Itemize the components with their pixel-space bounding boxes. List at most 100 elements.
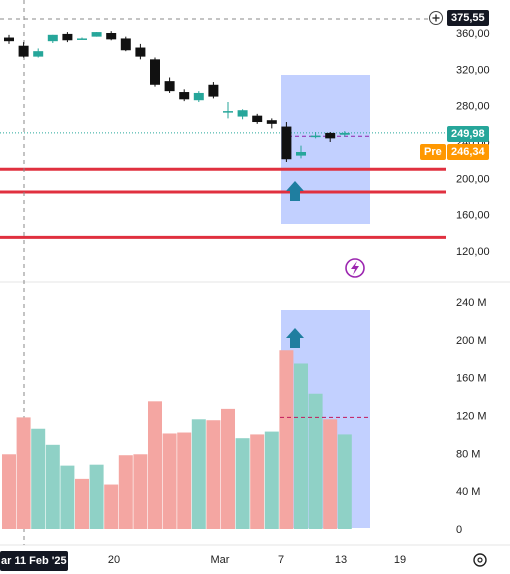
candle (33, 48, 44, 58)
candle (223, 102, 233, 119)
volume-bar (206, 420, 221, 529)
time-axis-tick-label: 20 (108, 554, 120, 566)
price-axis-tick-label: 120,00 (456, 246, 490, 258)
candle-body (208, 84, 219, 97)
candle-body (281, 126, 292, 160)
candle (281, 122, 292, 162)
candle-body (296, 151, 306, 156)
lightning-bolt (351, 261, 359, 275)
volume-bar (133, 454, 148, 529)
candle-body (310, 135, 321, 138)
lightning-bolt-icon[interactable] (345, 258, 365, 278)
volume-bar (294, 363, 308, 529)
price-pane-background[interactable] (0, 0, 446, 282)
volume-up-arrow-icon[interactable] (286, 328, 304, 348)
volume-axis-tick-label: 40 M (456, 486, 480, 498)
candle (266, 118, 277, 129)
premarket-label: Pre (424, 146, 442, 158)
volume-axis-tick-label: 80 M (456, 448, 480, 460)
last-price-value: 249,98 (451, 128, 485, 140)
premarket-price-value: 246,34 (451, 146, 485, 158)
volume-bar (118, 455, 133, 529)
candle (150, 57, 160, 87)
candle (296, 145, 306, 159)
price-highlight-box[interactable] (281, 75, 370, 224)
volume-bar (45, 444, 60, 529)
candle-body (77, 38, 87, 40)
volume-bar (31, 428, 46, 529)
candle-body (252, 115, 263, 123)
crosshair-price-value: 375,55 (451, 12, 485, 24)
price-axis-tick-label: 200,00 (456, 173, 490, 185)
volume-bar (16, 417, 31, 529)
candle (4, 34, 14, 44)
volume-axis-tick-label: 120 M (456, 411, 487, 423)
candle-body (120, 38, 131, 51)
volume-bar (60, 465, 75, 529)
candle (18, 42, 29, 58)
candle-body (150, 59, 160, 85)
gear-hub (477, 557, 483, 563)
candle (325, 132, 336, 142)
candle (47, 34, 58, 43)
candle (237, 109, 248, 120)
volume-bar (104, 484, 119, 529)
candle-body (179, 92, 190, 100)
candle-body (193, 92, 204, 101)
candle (62, 32, 73, 43)
volume-axis-tick-label: 160 M (456, 373, 487, 385)
candle-body (47, 34, 58, 42)
candle-body (223, 111, 233, 113)
volume-bar (250, 434, 265, 529)
time-axis-tick-label: 7 (278, 554, 284, 566)
price-up-arrow-icon[interactable] (286, 181, 304, 201)
candle (77, 37, 87, 40)
candle-body (339, 132, 350, 135)
time-label-feb-11: ar 11 Feb '25 (1, 555, 67, 567)
candle (310, 132, 321, 139)
gear-icon[interactable] (473, 553, 487, 567)
price-axis-tick-label: 320,00 (456, 64, 490, 76)
candle (106, 31, 117, 41)
price-axis-tick-label: 160,00 (456, 210, 490, 222)
volume-axis-tick-label: 0 (456, 524, 462, 536)
add-alert-button[interactable] (429, 11, 443, 25)
price-axis-tick-label: 280,00 (456, 101, 490, 113)
volume-bar (308, 393, 323, 529)
candle (120, 36, 131, 52)
candle-body (135, 47, 146, 57)
crosshair-price-label: 375,55 (447, 10, 489, 26)
premarket-badge: Pre (420, 144, 446, 160)
candle-body (18, 45, 29, 57)
time-axis-tick-label: 13 (335, 554, 347, 566)
volume-axis-tick-label: 200 M (456, 335, 487, 347)
candle-body (33, 51, 44, 57)
last-price-label: 249,98 (447, 126, 489, 142)
candle (252, 113, 263, 124)
time-axis-tick-label: 19 (394, 554, 406, 566)
gear-ring (473, 553, 487, 567)
price-axis-tick-label: 360,00 (456, 28, 490, 40)
candle-body (106, 33, 117, 40)
volume-bar (221, 408, 235, 529)
plus-icon (432, 14, 440, 22)
volume-bar (337, 434, 352, 529)
volume-bar (75, 478, 89, 529)
volume-bar (2, 454, 16, 529)
volume-bar (264, 431, 279, 529)
candle-body (62, 33, 73, 41)
candle (179, 89, 190, 102)
candle-body (91, 32, 102, 37)
candle (91, 32, 102, 37)
candle-body (266, 120, 277, 124)
volume-bar (89, 464, 104, 529)
candle-body (325, 132, 336, 139)
time-axis-highlight-label: ar 11 Feb '25 (0, 551, 68, 571)
candle (135, 43, 146, 60)
candle-body (4, 37, 14, 42)
volume-bar (162, 433, 177, 529)
volume-bar (177, 432, 192, 529)
time-axis-tick-label: Mar (211, 554, 230, 566)
candle-body (164, 81, 175, 92)
